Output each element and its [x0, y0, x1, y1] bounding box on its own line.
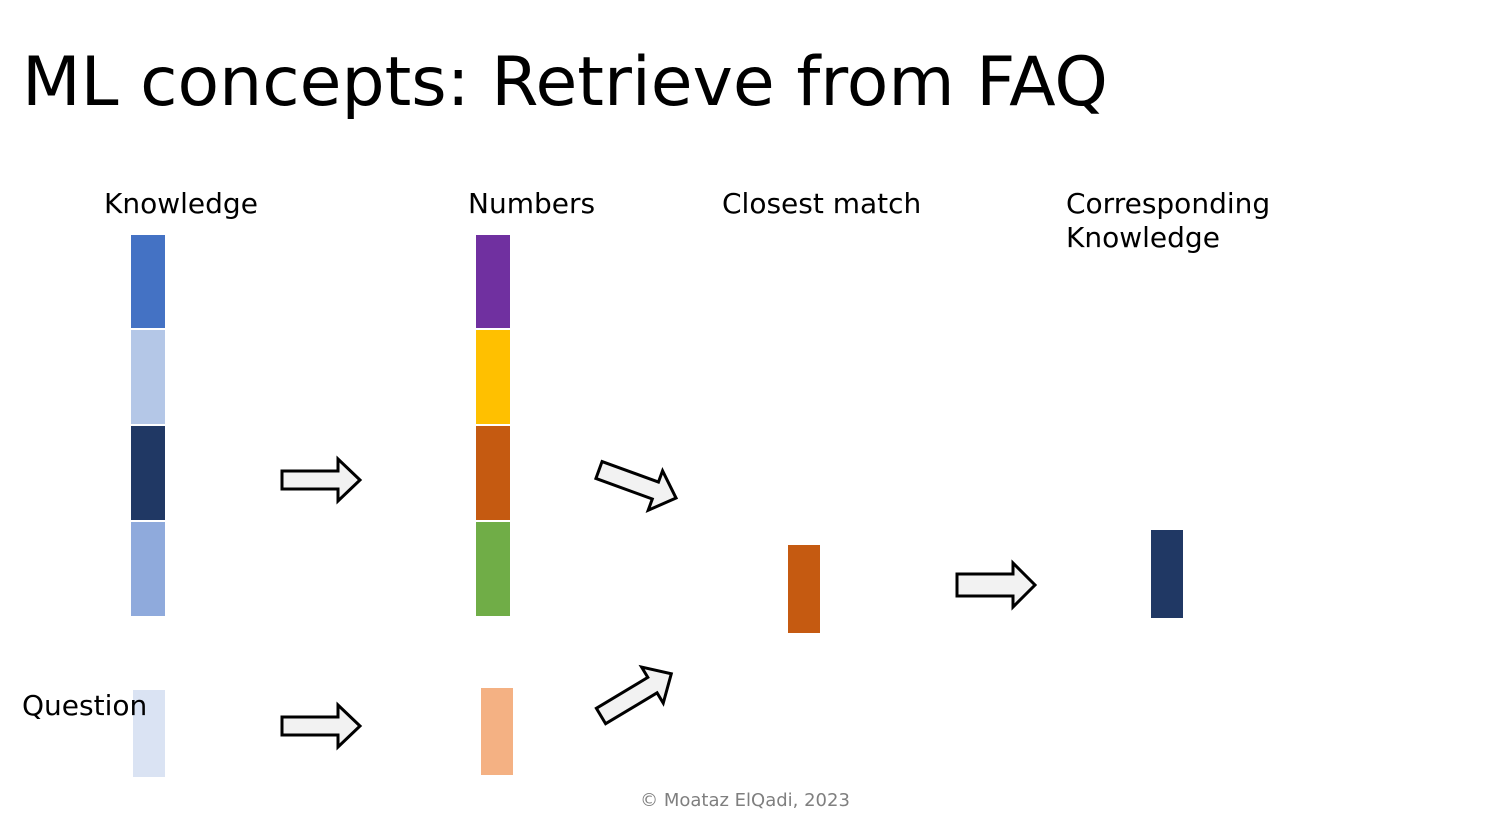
- numbers-label: Numbers: [468, 187, 596, 220]
- knowledge-block-4: [130, 521, 166, 617]
- arrow-knowledge-to-numbers: [280, 455, 363, 505]
- arrow-match-to-knowledge: [955, 559, 1038, 611]
- copyright-footer: © Moataz ElQadi, 2023: [640, 790, 850, 811]
- arrow-numbers-to-match: [593, 459, 679, 514]
- corresponding-knowledge-label: Corresponding Knowledge: [1066, 187, 1271, 254]
- knowledge-block-3: [130, 425, 166, 521]
- closest-match-block: [788, 545, 820, 633]
- arrow-question-to-number: [280, 701, 363, 751]
- question-label: Question: [22, 689, 148, 722]
- closest-match-label: Closest match: [722, 187, 922, 220]
- numbers-block-1: [475, 234, 511, 329]
- knowledge-block-2: [130, 329, 166, 425]
- question-block: [133, 690, 165, 777]
- knowledge-label: Knowledge: [104, 187, 258, 220]
- numbers-block-3: [475, 425, 511, 521]
- question-number-block: [481, 688, 513, 775]
- corresponding-knowledge-block: [1151, 530, 1183, 618]
- arrow-question-number-to-match: [594, 664, 674, 726]
- knowledge-block-1: [130, 234, 166, 329]
- slide-title: ML concepts: Retrieve from FAQ: [22, 43, 1108, 122]
- numbers-block-2: [475, 329, 511, 425]
- numbers-block-4: [475, 521, 511, 617]
